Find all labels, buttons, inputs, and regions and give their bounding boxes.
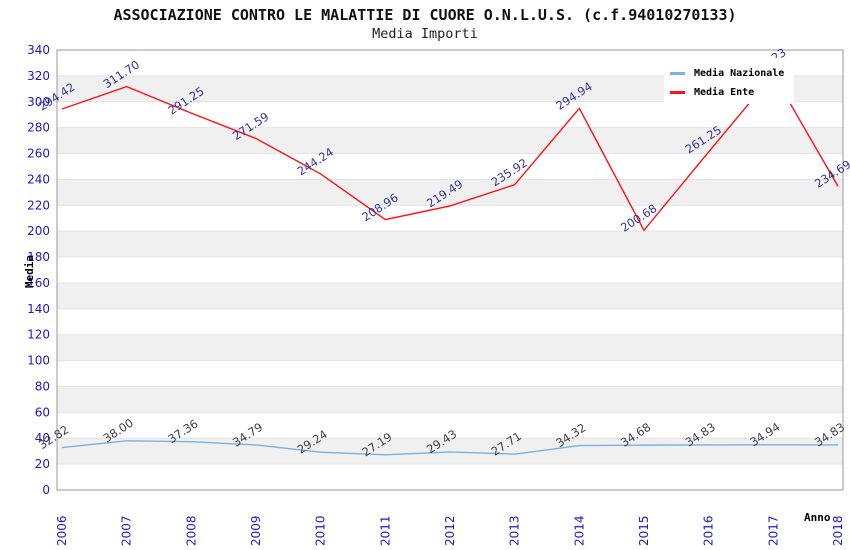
x-tick-label: 2016	[702, 515, 716, 546]
plot-band	[57, 179, 843, 206]
legend-label: Media Nazionale	[694, 68, 785, 79]
plot-band	[57, 231, 843, 258]
y-tick-label: 340	[27, 43, 50, 57]
y-tick-label: 120	[27, 328, 50, 342]
legend-swatch-media-nazionale	[670, 72, 685, 75]
y-tick-label: 320	[27, 69, 50, 83]
y-tick-label: 100	[27, 354, 50, 368]
x-tick-label: 2013	[508, 515, 522, 546]
chart-title: ASSOCIAZIONE CONTRO LE MALATTIE DI CUORE…	[113, 6, 737, 24]
plot-band	[57, 386, 843, 413]
y-tick-label: 240	[27, 172, 50, 186]
legend-item-media-ente: Media Ente	[670, 83, 794, 102]
x-tick-label: 2006	[55, 515, 69, 546]
x-tick-label: 2014	[572, 515, 586, 546]
x-tick-label: 2010	[314, 515, 328, 546]
plot-band	[57, 282, 843, 309]
chart-legend: Media Nazionale Media Ente	[664, 58, 794, 104]
y-tick-label: 140	[27, 302, 50, 316]
x-tick-label: 2011	[378, 515, 392, 546]
y-tick-label: 0	[42, 483, 50, 497]
y-axis-title: Media	[23, 254, 37, 289]
legend-swatch-media-ente	[670, 91, 685, 94]
x-tick-label: 2018	[831, 515, 845, 546]
y-tick-label: 260	[27, 147, 50, 161]
y-tick-label: 20	[35, 457, 50, 471]
y-tick-label: 80	[35, 379, 50, 393]
x-tick-label: 2009	[249, 515, 263, 546]
chart-subtitle: Media Importi	[372, 26, 478, 42]
y-tick-label: 180	[27, 250, 50, 264]
legend-item-media-nazionale: Media Nazionale	[670, 64, 794, 83]
series-line-media-nazionale	[61, 440, 839, 456]
y-tick-label: 160	[27, 276, 50, 290]
y-tick-label: 300	[27, 95, 50, 109]
y-tick-label: 200	[27, 224, 50, 238]
series-line-media-ente	[61, 73, 839, 232]
y-tick-label: 280	[27, 121, 50, 135]
y-tick-label: 40	[35, 431, 50, 445]
legend-label: Media Ente	[694, 87, 755, 98]
data-label: 200.68	[618, 201, 659, 235]
x-tick-label: 2008	[184, 515, 198, 546]
y-tick-label: 220	[27, 198, 50, 212]
x-tick-label: 2015	[637, 515, 651, 546]
x-tick-label: 2017	[766, 515, 780, 546]
plot-band	[57, 438, 843, 465]
y-tick-label: 60	[35, 405, 50, 419]
x-tick-label: 2007	[120, 515, 134, 546]
x-axis-title: Anno	[804, 511, 831, 524]
plot-border	[56, 49, 844, 491]
x-tick-label: 2012	[443, 515, 457, 546]
plot-band	[57, 127, 843, 154]
plot-band	[57, 334, 843, 361]
